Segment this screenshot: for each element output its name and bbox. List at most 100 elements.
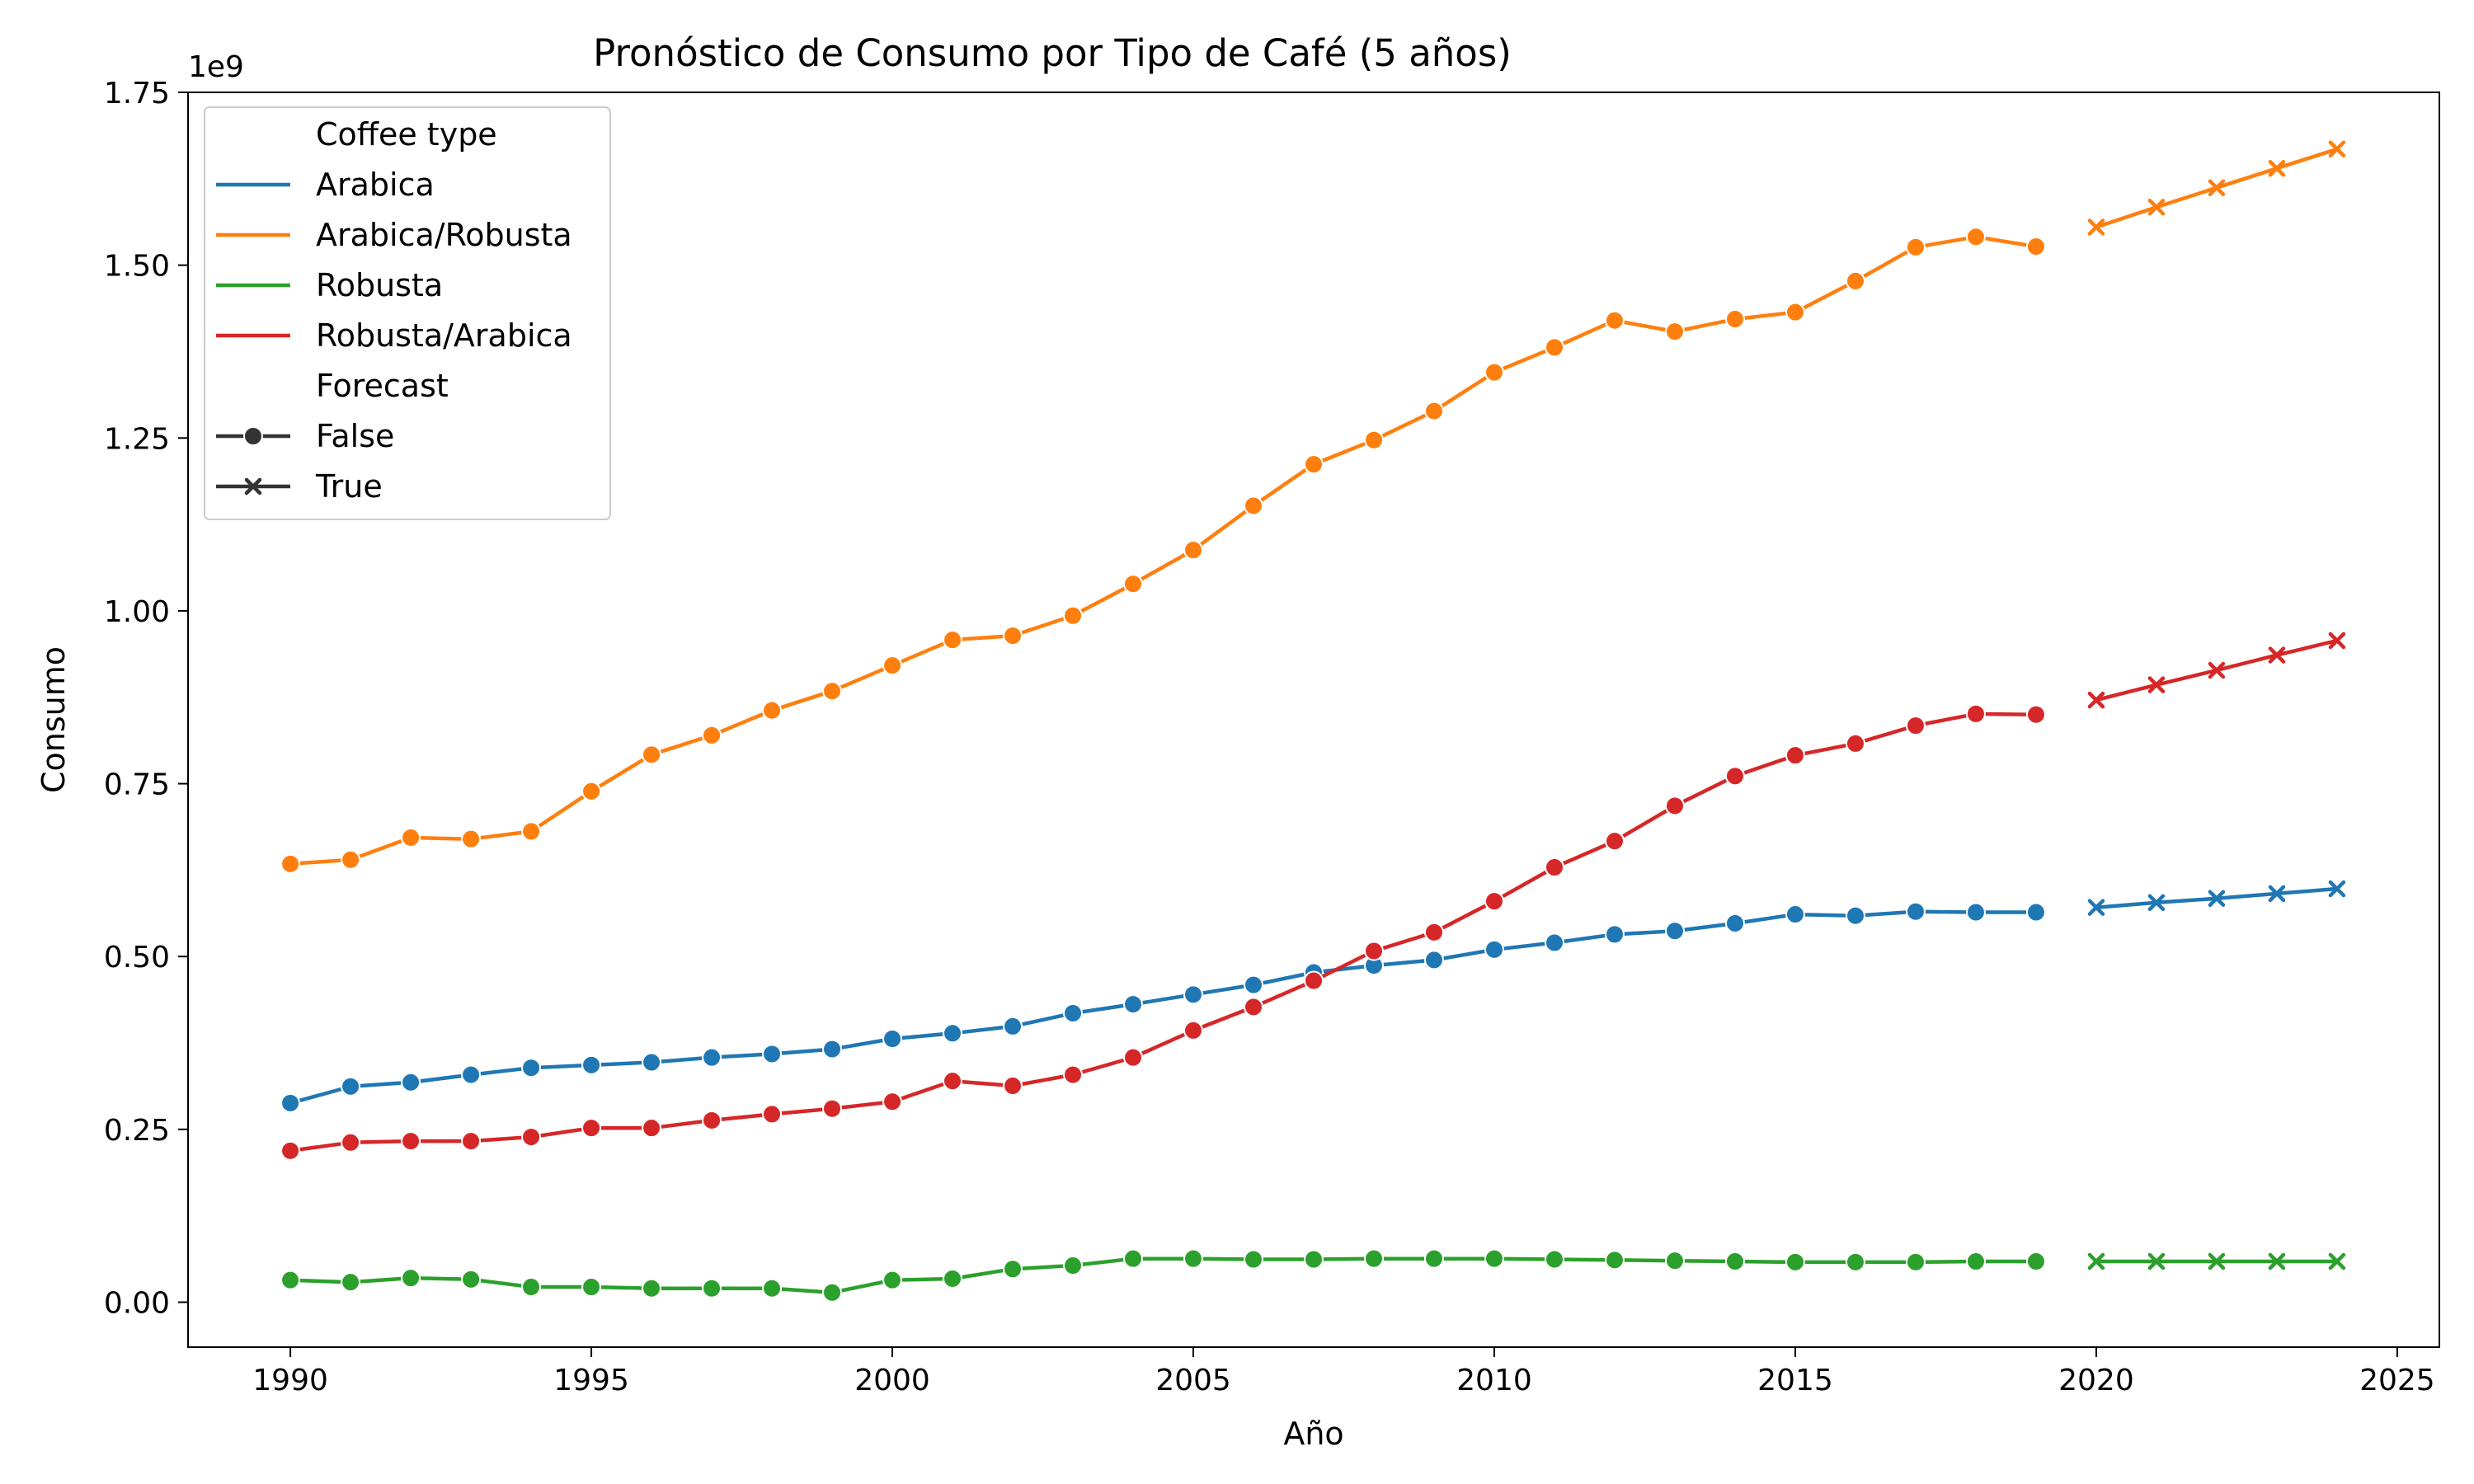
data-point-historical (521, 1058, 542, 1078)
data-point-historical (943, 630, 963, 650)
data-point-forecast (2268, 1252, 2286, 1270)
data-point-forecast (2208, 1252, 2226, 1270)
data-point-historical (822, 681, 843, 702)
y-tick-label: 0.00 (104, 1286, 170, 1320)
data-point-historical (1363, 941, 1384, 961)
x-tick-label: 2015 (1757, 1364, 1833, 1397)
data-point-historical (882, 1028, 903, 1049)
series-line-historical (289, 909, 2036, 1106)
data-point-historical (1544, 1249, 1564, 1270)
data-point-historical (822, 1282, 843, 1303)
series-line-historical (289, 235, 2037, 866)
data-point-forecast (2268, 646, 2286, 664)
data-point-historical (1544, 857, 1564, 878)
data-point-forecast (2328, 880, 2346, 898)
data-point-historical (1423, 922, 1444, 942)
data-point-historical (943, 1023, 963, 1044)
data-point-historical (461, 1131, 482, 1152)
series-robusta-arabica (280, 632, 2346, 1161)
data-point-historical (401, 1072, 421, 1092)
data-point-historical (1845, 270, 1865, 291)
data-point-forecast (2147, 1252, 2166, 1270)
data-point-historical (1965, 703, 1986, 724)
x-tick-label: 2025 (2359, 1364, 2435, 1397)
data-point-historical (1423, 950, 1444, 970)
data-point-historical (1304, 1249, 1324, 1270)
data-point-forecast (2208, 890, 2226, 908)
data-point-historical (882, 1092, 903, 1112)
data-point-historical (1003, 1076, 1023, 1097)
x-tick-label: 2010 (1456, 1364, 1532, 1397)
data-point-forecast (2208, 179, 2226, 196)
data-point-forecast (2087, 218, 2105, 236)
legend-title-forecast: Forecast (316, 368, 449, 404)
data-point-forecast (2147, 894, 2166, 912)
data-point-forecast (2328, 1252, 2346, 1270)
data-point-historical (1785, 1252, 1805, 1272)
data-point-historical (1244, 974, 1264, 995)
data-point-historical (1544, 932, 1564, 953)
data-point-historical (1724, 1252, 1745, 1272)
data-point-historical (1063, 605, 1084, 626)
y-tick-label: 1.50 (104, 250, 170, 284)
data-point-historical (521, 821, 542, 842)
data-point-historical (1183, 1020, 1204, 1040)
data-point-historical (822, 1039, 843, 1059)
data-point-forecast (2087, 1252, 2105, 1270)
data-point-historical (1604, 831, 1625, 852)
series-line-historical (290, 1256, 2036, 1295)
data-point-historical (581, 1118, 602, 1139)
data-point-historical (882, 655, 903, 676)
legend-marker-circle (243, 426, 263, 446)
y-tick-label: 1.75 (104, 77, 170, 110)
plot-area (280, 140, 2346, 1303)
data-point-historical (1484, 362, 1504, 383)
data-point-historical (1965, 1252, 1986, 1272)
data-point-forecast (2147, 198, 2166, 216)
data-point-historical (1123, 994, 1144, 1015)
data-point-historical (1003, 626, 1023, 646)
legend: Coffee type Arabica Arabica/Robusta Robusta… (204, 106, 611, 520)
data-point-historical (1244, 997, 1264, 1017)
data-point-historical (943, 1071, 963, 1092)
x-tick-label: 2020 (2058, 1364, 2134, 1397)
x-tick-label: 1995 (553, 1364, 629, 1397)
x-tick-label: 2005 (1155, 1364, 1231, 1397)
data-point-historical (461, 829, 482, 849)
data-point-historical (762, 1044, 783, 1064)
data-point-historical (642, 1278, 662, 1298)
data-point-historical (702, 1047, 722, 1068)
legend-label-arabica: Arabica (316, 167, 435, 203)
data-point-historical (2025, 237, 2046, 257)
data-point-historical (280, 1092, 301, 1113)
series-arabica-robusta (280, 140, 2346, 874)
x-tick-label: 2000 (854, 1364, 930, 1397)
data-point-historical (702, 1278, 722, 1298)
data-point-historical (1724, 913, 1745, 933)
data-point-historical (642, 1118, 662, 1139)
legend-box (204, 106, 611, 520)
data-point-historical (1845, 905, 1865, 926)
data-point-historical (762, 700, 783, 721)
y-axis: 0.00 0.25 0.50 0.75 1.00 1.25 1.50 1.75 (104, 77, 188, 1320)
data-point-forecast (2087, 899, 2105, 916)
y-offset-label: 1e9 (188, 50, 244, 84)
data-point-historical (1183, 984, 1204, 1005)
data-point-forecast (2087, 691, 2105, 709)
data-point-historical (521, 1127, 542, 1148)
data-point-historical (1304, 970, 1324, 991)
data-point-historical (702, 725, 722, 745)
data-point-forecast (2208, 661, 2226, 679)
legend-title-coffee-type: Coffee type (316, 116, 497, 153)
data-point-historical (401, 1131, 421, 1152)
data-point-historical (1484, 1248, 1504, 1269)
plot-frame (187, 92, 2440, 1348)
data-point-historical (280, 853, 301, 874)
data-point-historical (1183, 540, 1204, 561)
data-point-historical (1544, 337, 1564, 358)
data-point-historical (882, 1270, 903, 1290)
data-point-historical (1484, 939, 1504, 960)
data-point-historical (1664, 796, 1685, 816)
chart-title: Pronóstico de Consumo por Tipo de Café (… (593, 31, 1512, 75)
